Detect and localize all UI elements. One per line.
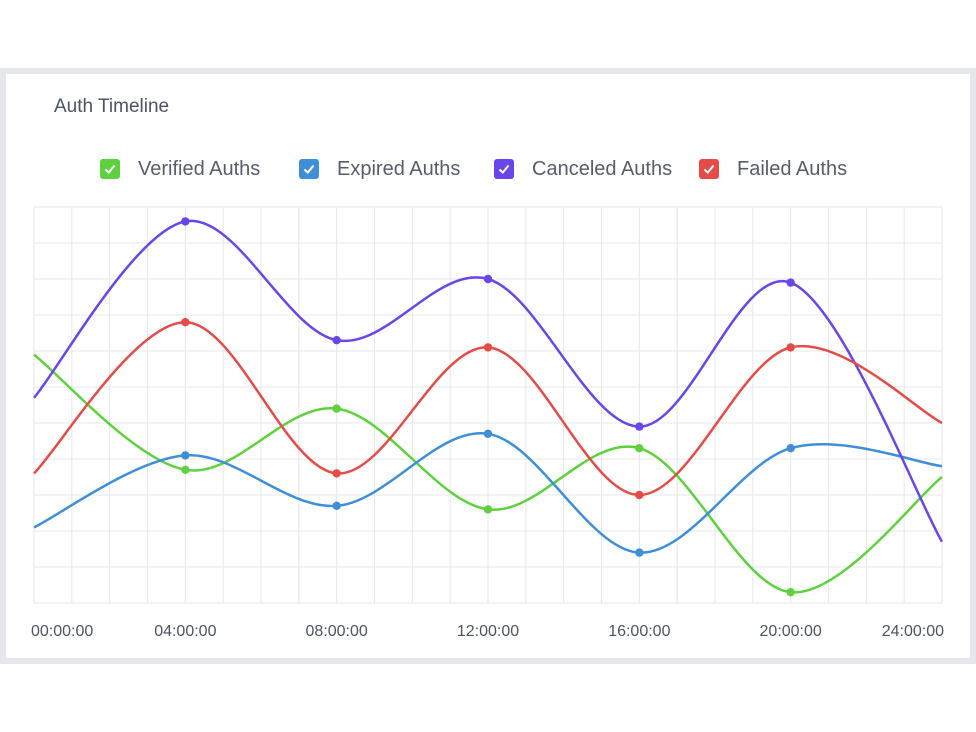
data-point-canceled-auths xyxy=(181,217,190,226)
checkbox-icon[interactable] xyxy=(699,159,719,179)
data-point-verified-auths xyxy=(483,505,493,514)
data-point-expired-auths xyxy=(635,548,644,557)
data-point-verified-auths xyxy=(635,444,644,453)
legend-item-failed-auths[interactable]: Failed Auths xyxy=(699,154,847,184)
x-tick-label: 08:00:00 xyxy=(306,623,368,640)
checkbox-icon[interactable] xyxy=(100,159,120,179)
data-point-failed-auths xyxy=(181,318,190,327)
data-point-verified-auths xyxy=(181,465,190,474)
checkbox-icon[interactable] xyxy=(299,159,319,179)
x-tick-label: 24:00:00 xyxy=(882,623,944,640)
legend-item-expired-auths[interactable]: Expired Auths xyxy=(299,154,460,184)
data-point-expired-auths xyxy=(181,451,190,460)
x-tick-label: 00:00:00 xyxy=(31,623,93,640)
data-point-failed-auths xyxy=(635,490,644,500)
legend-item-canceled-auths[interactable]: Canceled Auths xyxy=(494,154,672,184)
data-point-failed-auths xyxy=(332,469,341,478)
x-tick-label: 12:00:00 xyxy=(457,623,519,640)
legend-label: Canceled Auths xyxy=(532,157,673,180)
data-point-expired-auths xyxy=(483,429,493,438)
legend: Verified Auths Expired Auths Canceled Au… xyxy=(0,154,976,184)
data-point-verified-auths xyxy=(786,588,795,597)
data-point-failed-auths xyxy=(786,343,795,352)
data-point-canceled-auths xyxy=(635,422,644,431)
legend-label: Failed Auths xyxy=(737,157,848,180)
data-point-verified-auths xyxy=(332,404,341,413)
checkbox-icon[interactable] xyxy=(494,159,514,179)
data-point-failed-auths xyxy=(483,343,493,352)
legend-label: Verified Auths xyxy=(138,157,261,180)
legend-item-verified-auths[interactable]: Verified Auths xyxy=(100,154,260,184)
data-point-canceled-auths xyxy=(483,274,493,284)
data-point-canceled-auths xyxy=(786,278,795,287)
x-tick-label: 20:00:00 xyxy=(760,623,822,640)
x-tick-label: 16:00:00 xyxy=(608,623,670,640)
data-point-expired-auths xyxy=(332,501,341,510)
legend-label: Expired Auths xyxy=(337,157,461,180)
chart-title: Auth Timeline xyxy=(54,96,170,117)
data-point-canceled-auths xyxy=(332,336,341,345)
x-tick-label: 04:00:00 xyxy=(154,623,216,640)
data-point-expired-auths xyxy=(786,444,795,453)
